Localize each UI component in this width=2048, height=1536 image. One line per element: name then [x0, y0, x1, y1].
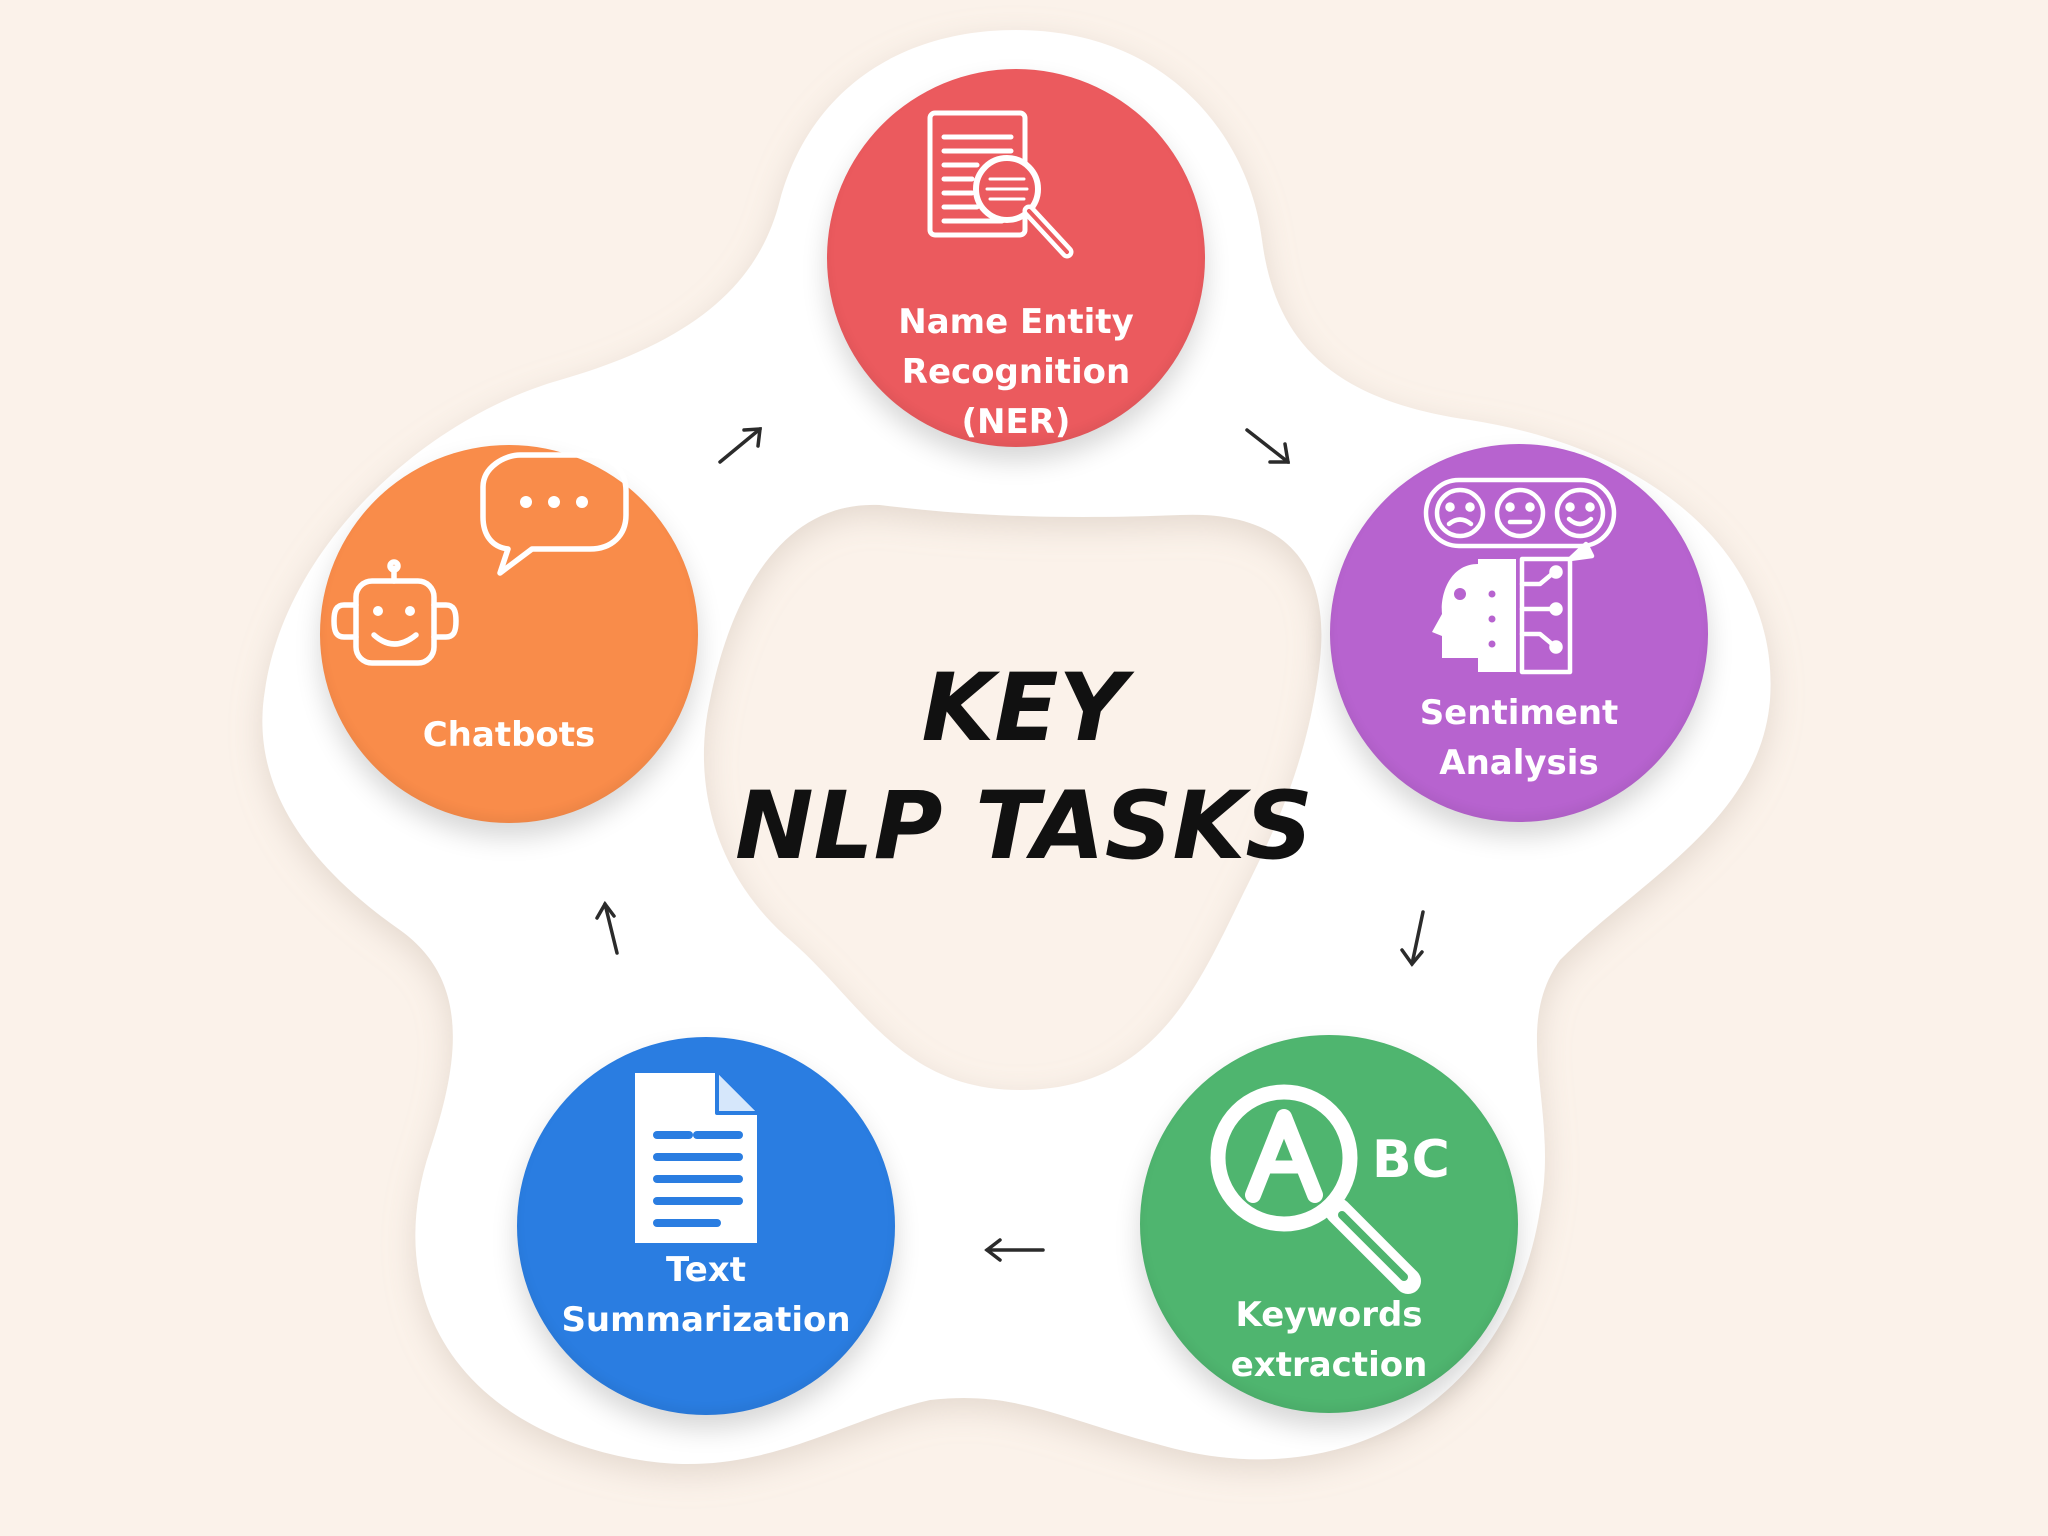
label-line: extraction — [1230, 1345, 1428, 1385]
title-line-2: NLP TASKS — [735, 772, 1313, 881]
arrow-ner-to-sentiment — [1245, 428, 1291, 464]
emotion-head-icon — [1423, 477, 1617, 675]
arrow-chatbots-to-ner — [718, 427, 762, 464]
node-label: Sentiment Analysis — [1350, 688, 1688, 788]
node-text-summarization: Text Summarization — [517, 1037, 895, 1415]
arrow-summarization-to-chatbots — [595, 900, 619, 955]
node-label: Text Summarization — [537, 1245, 875, 1345]
label-line: (NER) — [961, 402, 1071, 442]
diagram-title: KEY NLP TASKS — [644, 650, 1404, 886]
abc-magnifier-icon — [1210, 1084, 1421, 1294]
document-magnifier-icon — [927, 110, 1074, 259]
node-label: Keywords extraction — [1160, 1290, 1498, 1390]
label-line: Name Entity — [898, 302, 1134, 342]
document-lines-icon — [635, 1071, 759, 1243]
label-line: Keywords — [1235, 1295, 1423, 1335]
node-name-entity-recognition: Name Entity Recognition (NER) — [827, 69, 1205, 447]
label-line: Chatbots — [422, 715, 596, 755]
node-keywords-extraction: BC Keywords extraction — [1140, 1035, 1518, 1413]
robot-chat-icon — [331, 452, 629, 666]
node-label: Chatbots — [340, 710, 678, 760]
label-line: Summarization — [561, 1300, 851, 1340]
node-label: Name Entity Recognition (NER) — [847, 297, 1185, 447]
title-line-1: KEY — [921, 654, 1127, 763]
label-line: Sentiment — [1419, 693, 1619, 733]
arrow-keywords-to-summarization — [984, 1238, 1045, 1262]
label-line: Text — [666, 1250, 746, 1290]
label-line: Analysis — [1439, 743, 1599, 783]
label-line: Recognition — [901, 352, 1131, 392]
abc-letters-bc: BC — [1372, 1130, 1450, 1190]
node-chatbots: Chatbots — [320, 445, 698, 823]
node-sentiment-analysis: Sentiment Analysis — [1330, 444, 1708, 822]
arrow-sentiment-to-keywords — [1400, 910, 1425, 967]
